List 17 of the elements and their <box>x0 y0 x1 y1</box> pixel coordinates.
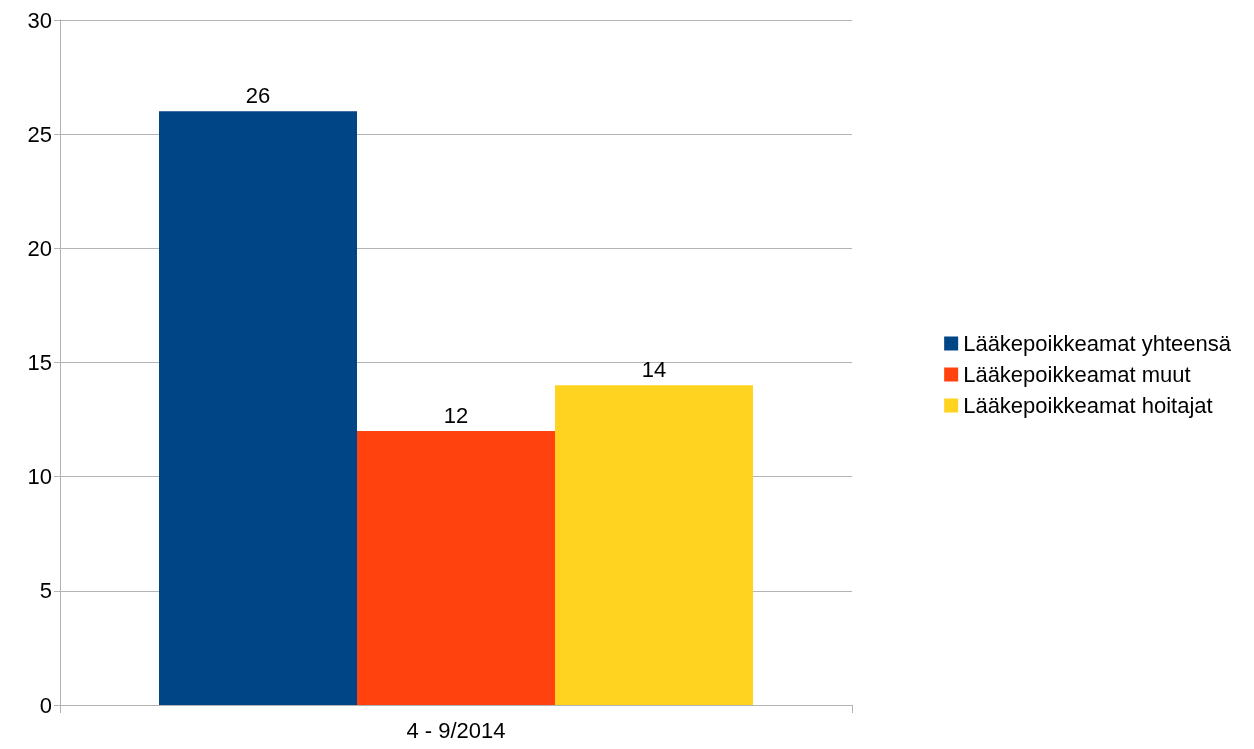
data-label: 26 <box>245 82 271 108</box>
legend-label: Lääkepoikkeamat muut <box>963 362 1191 387</box>
y-tick-label: 10 <box>27 464 52 490</box>
y-tick-label: 0 <box>39 692 52 718</box>
legend-label: Lääkepoikkeamat yhteensä <box>963 331 1232 356</box>
y-tick-label: 20 <box>27 235 52 261</box>
bar <box>555 385 753 705</box>
y-tick-label: 25 <box>27 121 52 147</box>
legend-label: Lääkepoikkeamat hoitajat <box>963 393 1213 418</box>
y-tick-label: 15 <box>27 350 52 375</box>
bar <box>357 431 555 705</box>
data-label: 14 <box>641 356 667 382</box>
y-tick-label: 30 <box>27 7 52 33</box>
data-label: 12 <box>443 402 469 428</box>
bar <box>159 111 357 705</box>
x-tick-label: 4 - 9/2014 <box>406 717 506 743</box>
y-tick-label: 5 <box>39 578 52 604</box>
